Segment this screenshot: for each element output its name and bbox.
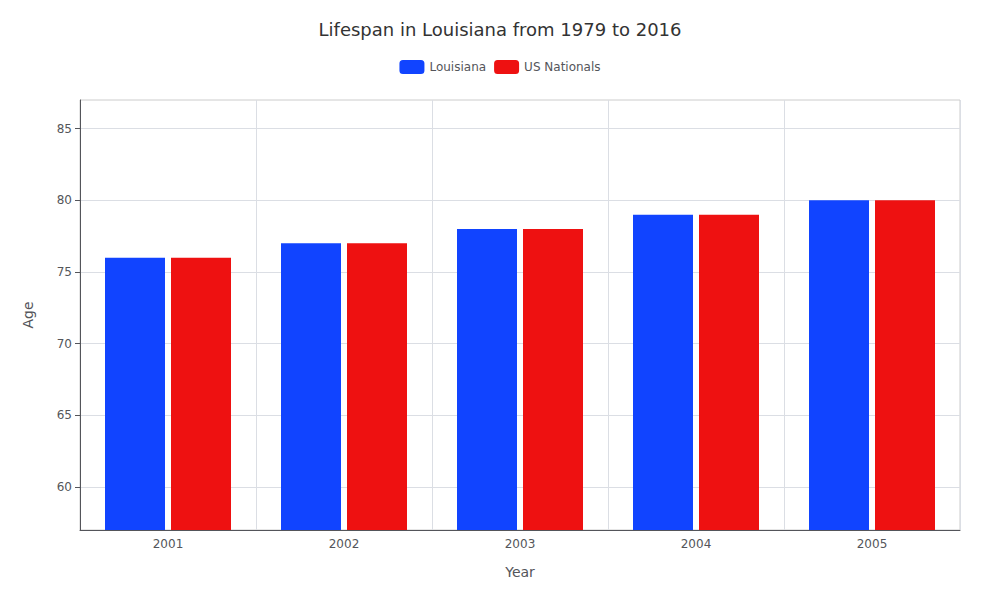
svg-text:2002: 2002 xyxy=(329,537,360,551)
svg-text:2001: 2001 xyxy=(153,537,184,551)
svg-text:80: 80 xyxy=(57,193,72,207)
svg-text:75: 75 xyxy=(57,265,72,279)
svg-text:70: 70 xyxy=(57,337,72,351)
svg-text:2005: 2005 xyxy=(857,537,888,551)
svg-text:2004: 2004 xyxy=(681,537,712,551)
svg-text:2003: 2003 xyxy=(505,537,536,551)
svg-text:60: 60 xyxy=(57,480,72,494)
svg-text:US Nationals: US Nationals xyxy=(524,60,600,74)
svg-text:65: 65 xyxy=(57,408,72,422)
svg-text:Louisiana: Louisiana xyxy=(429,60,486,74)
svg-text:Age: Age xyxy=(20,301,36,328)
svg-text:Lifespan in Louisiana from 197: Lifespan in Louisiana from 1979 to 2016 xyxy=(319,19,682,40)
svg-text:85: 85 xyxy=(57,122,72,136)
svg-text:Year: Year xyxy=(504,564,535,580)
